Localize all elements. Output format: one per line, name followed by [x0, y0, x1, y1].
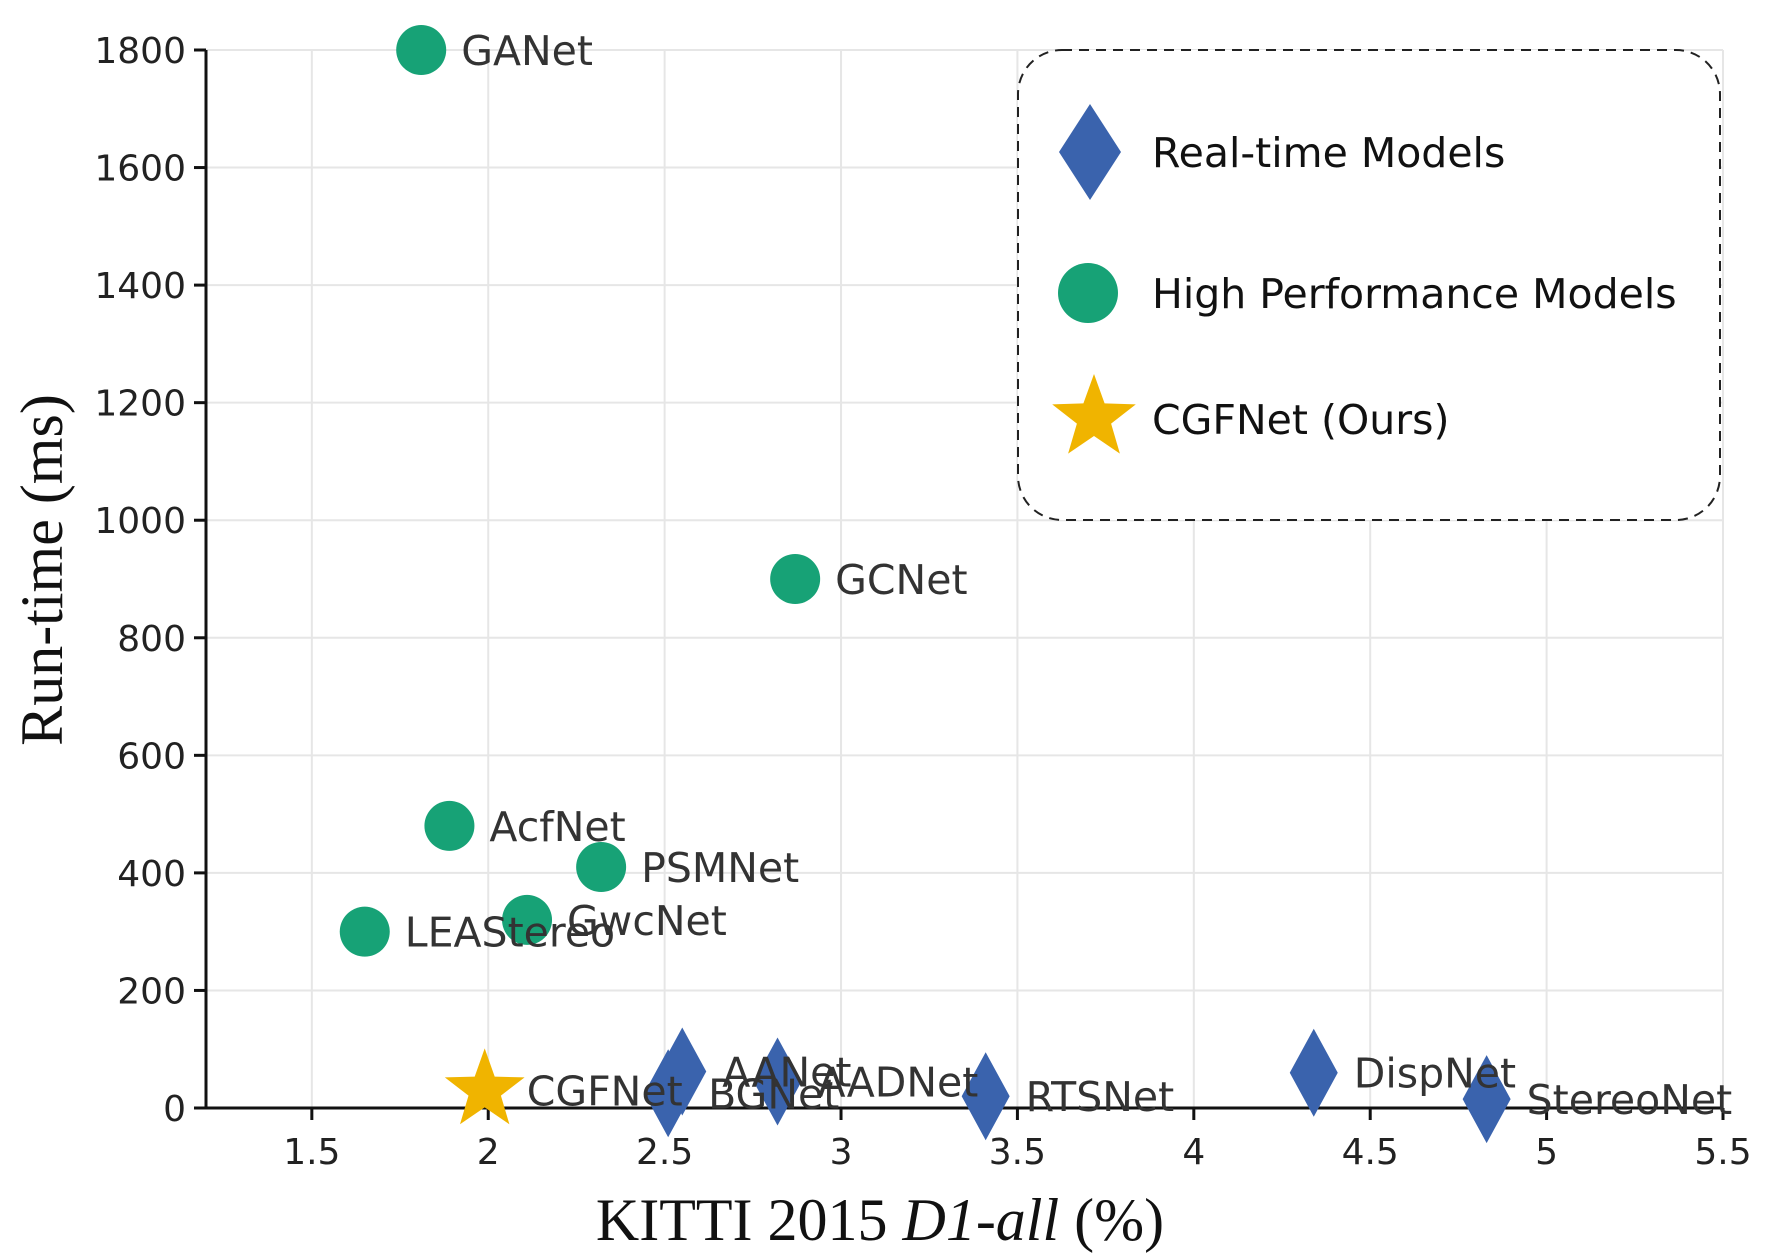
point-label-dispnet: DispNet [1354, 1050, 1516, 1098]
y-tick-label: 400 [117, 854, 186, 895]
legend: Real-time Models High Performance Models… [1017, 49, 1721, 521]
legend-frame [1017, 49, 1721, 521]
legend-label-ours: CGFNet (Ours) [1152, 396, 1449, 444]
y-tick-label: 600 [117, 736, 186, 777]
legend-circle-marker [1058, 263, 1118, 323]
x-axis-title: KITTI 2015 D1-all (%) [596, 1187, 1164, 1253]
point-psmnet [576, 842, 627, 893]
point-cgfnet [444, 1048, 525, 1125]
legend-star-shape [1052, 374, 1136, 454]
y-axis-ticks: 0 200 400 600 800 1000 1200 1400 1600 1800 [94, 31, 206, 1130]
y-axis-title: Run-time (ms) [9, 394, 75, 746]
y-tick-label: 800 [117, 619, 186, 660]
point-label-psmnet: PSMNet [641, 844, 799, 892]
point-aanet [658, 1027, 707, 1116]
x-axis-ticks: 1.5 2 2.5 3 3.5 4 4.5 5 5.5 [283, 1108, 1752, 1173]
point-stereonet [1462, 1055, 1511, 1144]
x-tick-label: 2 [477, 1132, 500, 1173]
point-label-ganet: GANet [461, 27, 593, 75]
x-tick-label: 5.5 [1694, 1132, 1751, 1173]
legend-star-marker [1052, 374, 1136, 454]
y-tick-label: 1600 [94, 149, 186, 190]
point-acfnet [424, 800, 475, 851]
point-aadnet [753, 1037, 802, 1126]
point-leastereo [339, 906, 390, 957]
y-tick-label: 200 [117, 971, 186, 1012]
point-label-bgnet: BGNet [708, 1070, 839, 1118]
x-tick-label: 4 [1182, 1132, 1205, 1173]
x-tick-label: 4.5 [1342, 1132, 1399, 1173]
point-dispnet [1289, 1028, 1338, 1117]
point-gwcnet [502, 894, 553, 945]
point-rtsnet [961, 1052, 1010, 1141]
x-axis-title-main: KITTI 2015 [596, 1187, 903, 1253]
x-tick-label: 3.5 [989, 1132, 1046, 1173]
y-tick-label: 1200 [94, 384, 186, 425]
point-label-rtsnet: RTSNet [1026, 1073, 1175, 1121]
legend-label-real-time: Real-time Models [1152, 129, 1505, 177]
y-tick-label: 1800 [94, 31, 186, 72]
point-gcnet [770, 554, 821, 604]
point-label-aanet: AANet [722, 1049, 851, 1097]
point-label-aadnet: AADNet [818, 1059, 979, 1107]
legend-label-high-performance: High Performance Models [1152, 270, 1677, 318]
x-tick-label: 3 [830, 1132, 853, 1173]
point-label-gwcnet: GwcNet [567, 897, 727, 945]
point-label-acfnet: AcfNet [489, 803, 625, 851]
x-tick-label: 1.5 [283, 1132, 340, 1173]
point-label-cgfnet: CGFNet [527, 1067, 683, 1115]
point-ganet [396, 25, 447, 75]
legend-diamond-marker [1059, 104, 1121, 200]
x-tick-label: 2.5 [636, 1132, 693, 1173]
x-axis-title-suffix: (%) [1059, 1187, 1164, 1253]
data-points [339, 25, 1511, 1144]
y-tick-label: 0 [163, 1089, 186, 1130]
point-label-stereonet: StereoNet [1527, 1076, 1733, 1124]
y-tick-label: 1400 [94, 266, 186, 307]
point-label-gcnet: GCNet [835, 556, 967, 604]
y-tick-label: 1000 [94, 501, 186, 542]
point-label-leastereo: LEAStereo [405, 909, 615, 957]
x-tick-label: 5 [1535, 1132, 1558, 1173]
x-axis-title-italic: D1-all [901, 1187, 1059, 1253]
